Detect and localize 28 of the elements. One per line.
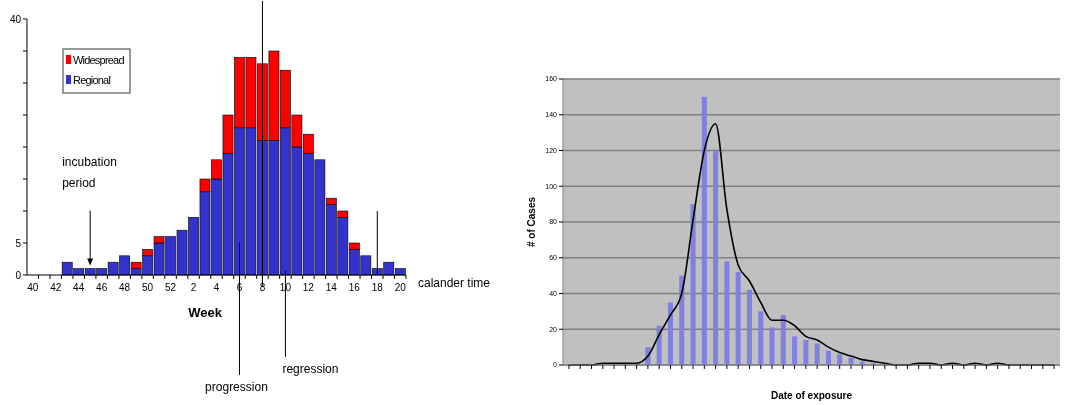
text: calander time — [418, 276, 491, 290]
y-axis-title: # of Cases — [526, 196, 537, 248]
x-tick-label: 2 — [190, 282, 197, 293]
x-tick-label: 16 — [348, 282, 361, 293]
x-tick-label: 20 — [394, 282, 407, 293]
ref-line-label: regression — [282, 362, 339, 376]
x-tick-label: 40 — [27, 282, 39, 293]
legend-label: Widespread — [73, 54, 125, 66]
y-tick-label: 0 — [15, 269, 22, 281]
x-tick-label: 6 — [236, 282, 243, 293]
x-axis-title: Week — [188, 305, 223, 320]
x-tick-label: 48 — [119, 282, 131, 293]
y-tick-label: 40 — [9, 13, 22, 25]
annotation: incubation period — [62, 154, 117, 190]
x-tick-label: 44 — [73, 282, 85, 293]
x-axis-title: Date of exposure — [770, 390, 853, 401]
x-tick-label: 14 — [325, 282, 338, 293]
x-tick-label: 52 — [165, 282, 177, 293]
x-tick-label: 4 — [213, 282, 220, 293]
x-tick-label: 8 — [259, 282, 266, 293]
x-tick-label: 42 — [50, 282, 62, 293]
x-tick-label: 46 — [96, 282, 108, 293]
x-tick-label: 18 — [371, 282, 384, 293]
ref-line-label: progression — [205, 380, 268, 394]
x-tick-label: 12 — [302, 282, 315, 293]
y-tick-label: 5 — [15, 237, 22, 249]
legend-label: Regional — [73, 74, 111, 86]
x-tick-label: 50 — [142, 282, 154, 293]
